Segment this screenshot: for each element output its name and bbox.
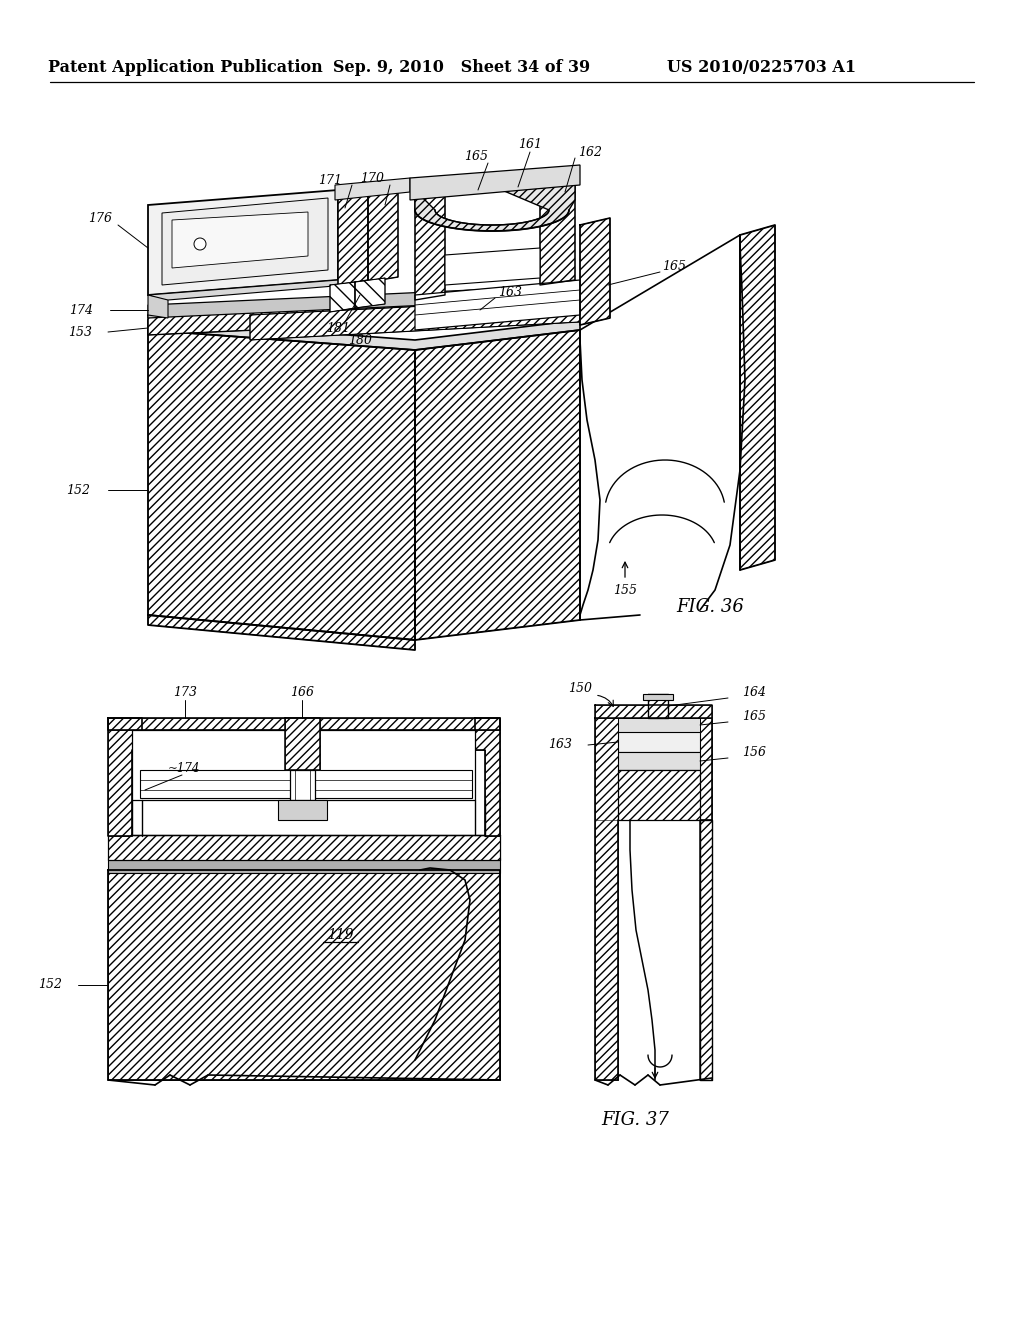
- Text: 181: 181: [326, 322, 350, 334]
- Text: 180: 180: [348, 334, 372, 346]
- Polygon shape: [445, 248, 540, 285]
- Text: 165: 165: [662, 260, 686, 272]
- Text: 164: 164: [742, 686, 766, 700]
- Polygon shape: [148, 190, 338, 294]
- Polygon shape: [540, 176, 575, 285]
- Polygon shape: [330, 282, 355, 312]
- Text: 155: 155: [613, 583, 637, 597]
- Polygon shape: [618, 770, 700, 820]
- Text: ~174: ~174: [168, 763, 201, 776]
- Text: 163: 163: [548, 738, 572, 751]
- Polygon shape: [108, 718, 142, 836]
- Text: 174: 174: [69, 304, 93, 317]
- Text: 152: 152: [66, 483, 90, 496]
- Text: 161: 161: [518, 137, 542, 150]
- Polygon shape: [415, 330, 580, 640]
- Polygon shape: [132, 730, 475, 800]
- Polygon shape: [148, 319, 580, 350]
- Polygon shape: [618, 733, 700, 752]
- Polygon shape: [630, 820, 700, 1080]
- Polygon shape: [108, 718, 500, 730]
- Polygon shape: [162, 198, 328, 285]
- Text: 170: 170: [360, 172, 384, 185]
- Polygon shape: [172, 213, 308, 268]
- Polygon shape: [595, 718, 630, 1080]
- Text: 163: 163: [498, 285, 522, 298]
- Text: 119: 119: [327, 928, 353, 942]
- Text: 156: 156: [742, 747, 766, 759]
- Polygon shape: [108, 836, 500, 861]
- Text: Patent Application Publication: Patent Application Publication: [48, 58, 323, 75]
- Polygon shape: [148, 615, 415, 649]
- Polygon shape: [643, 694, 673, 700]
- Polygon shape: [740, 224, 775, 570]
- Text: 166: 166: [290, 685, 314, 698]
- Text: FIG. 37: FIG. 37: [601, 1111, 669, 1129]
- Polygon shape: [148, 330, 415, 640]
- Text: FIG. 36: FIG. 36: [676, 598, 744, 616]
- Polygon shape: [290, 770, 315, 800]
- Text: 153: 153: [68, 326, 92, 338]
- Polygon shape: [580, 218, 610, 325]
- Text: 173: 173: [173, 685, 197, 698]
- Polygon shape: [648, 694, 668, 718]
- Polygon shape: [250, 298, 580, 341]
- Polygon shape: [148, 294, 580, 335]
- Text: 152: 152: [38, 978, 62, 991]
- Polygon shape: [618, 718, 700, 733]
- Text: US 2010/0225703 A1: US 2010/0225703 A1: [668, 58, 856, 75]
- Polygon shape: [148, 280, 358, 300]
- Polygon shape: [415, 190, 445, 300]
- Polygon shape: [368, 182, 398, 282]
- Polygon shape: [148, 294, 168, 318]
- Polygon shape: [148, 285, 580, 318]
- Polygon shape: [475, 718, 500, 836]
- Text: 162: 162: [578, 145, 602, 158]
- Text: 150: 150: [568, 681, 592, 694]
- Text: Sep. 9, 2010   Sheet 34 of 39: Sep. 9, 2010 Sheet 34 of 39: [334, 58, 591, 75]
- Text: 176: 176: [88, 211, 112, 224]
- Polygon shape: [415, 176, 575, 231]
- Polygon shape: [278, 800, 327, 820]
- Text: 165: 165: [464, 149, 488, 162]
- Polygon shape: [338, 185, 368, 285]
- Polygon shape: [355, 279, 385, 308]
- Polygon shape: [335, 178, 410, 201]
- Polygon shape: [140, 770, 472, 799]
- Circle shape: [194, 238, 206, 249]
- Polygon shape: [580, 246, 740, 620]
- Polygon shape: [700, 820, 712, 1080]
- Polygon shape: [595, 820, 618, 1080]
- Polygon shape: [108, 870, 500, 1080]
- Polygon shape: [700, 718, 712, 820]
- Polygon shape: [415, 280, 580, 330]
- Polygon shape: [410, 165, 580, 201]
- Polygon shape: [285, 718, 319, 770]
- Polygon shape: [618, 752, 700, 770]
- Text: 171: 171: [318, 173, 342, 186]
- Text: 165: 165: [742, 710, 766, 723]
- Polygon shape: [108, 858, 500, 873]
- Polygon shape: [595, 705, 712, 718]
